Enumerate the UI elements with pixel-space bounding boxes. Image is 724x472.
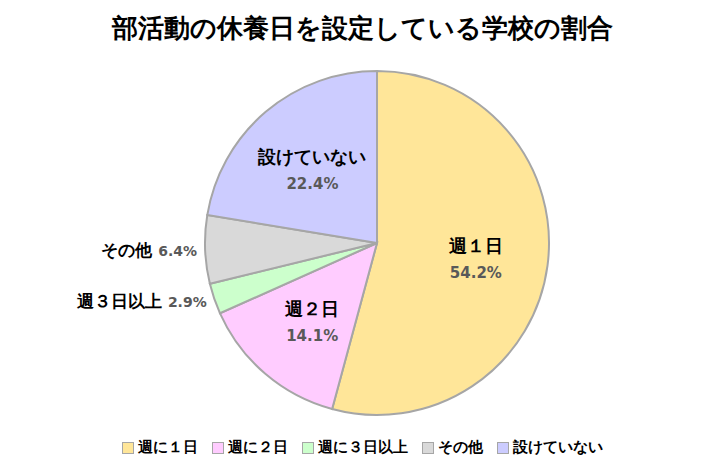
svg-text:週２日14.1%: 週２日14.1% [284, 298, 339, 345]
svg-text:週３日以上2.9%: 週３日以上2.9% [76, 291, 207, 311]
html-text:週に２日: 週に２日 [227, 438, 288, 456]
html-text:週に１日: 週に１日 [137, 438, 198, 456]
svg-text:その他6.4%: その他6.4% [101, 240, 197, 260]
html-text:部活動の休養日を設定している学校の割合: 部活動の休養日を設定している学校の割合 [111, 13, 613, 43]
svg-text:設けていない22.4%: 設けていない22.4% [257, 146, 366, 193]
html-text:設けていない: 設けていない [512, 438, 603, 456]
html-text:その他: その他 [437, 438, 483, 456]
html-text:週に３日以上: 週に３日以上 [317, 438, 408, 456]
svg-text:週１日54.2%: 週１日54.2% [448, 235, 503, 282]
